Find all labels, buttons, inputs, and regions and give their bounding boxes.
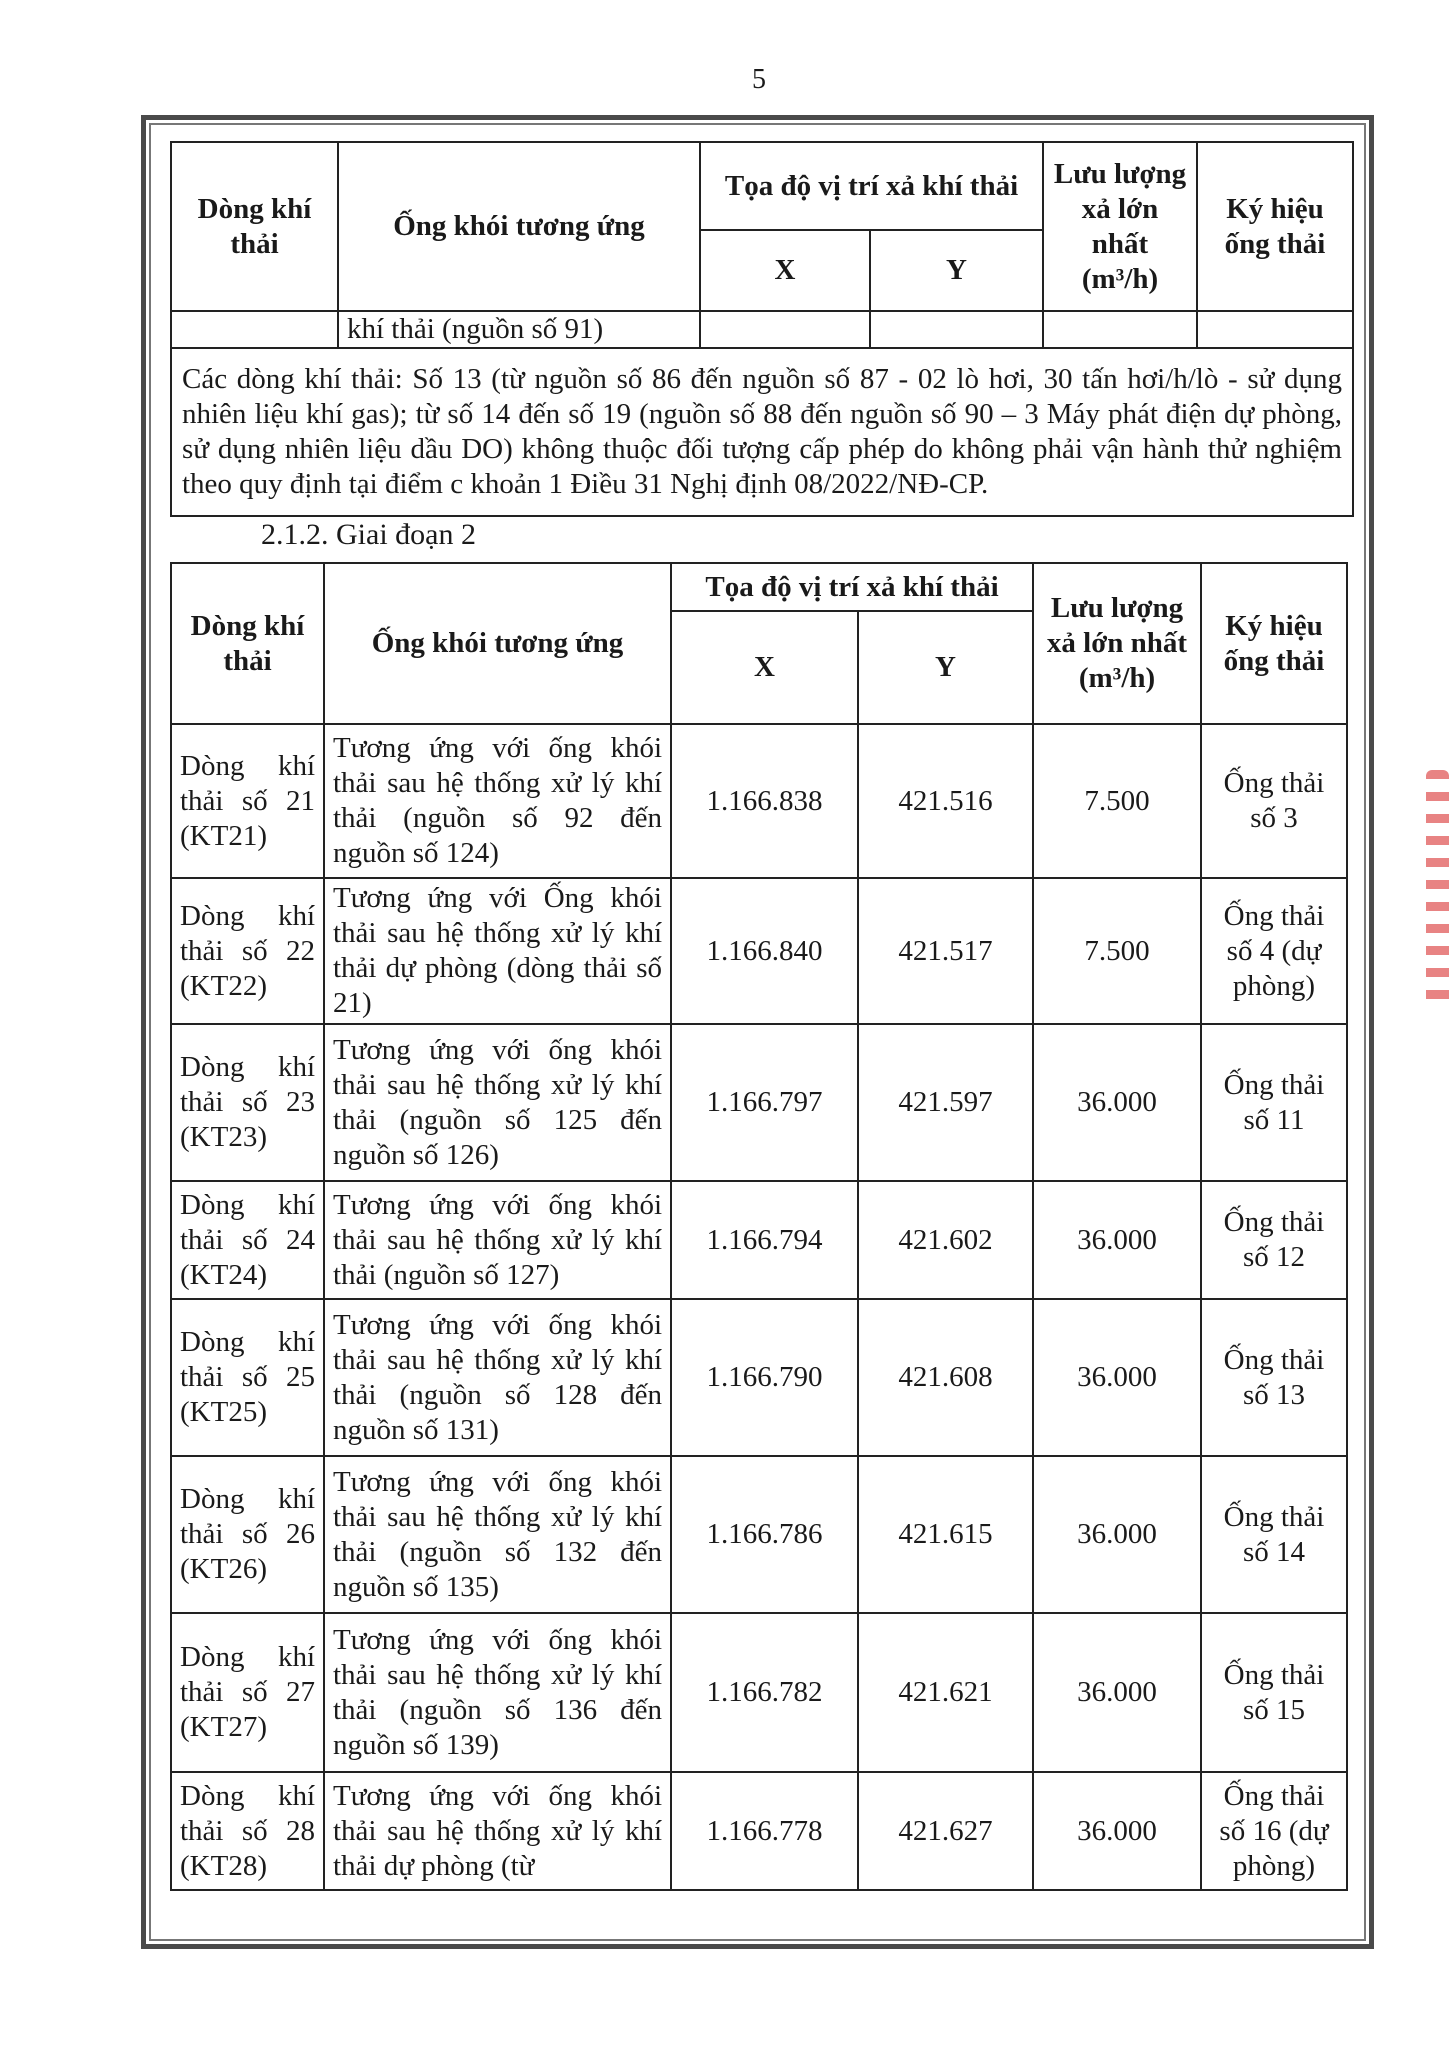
cell-y: 421.517 xyxy=(857,877,1034,1025)
header-x: X xyxy=(699,229,871,312)
cell-stream: Dòng khí thải số 27 (KT27) xyxy=(170,1612,325,1773)
cell-x: 1.166.838 xyxy=(670,723,859,879)
header-y: Y xyxy=(857,610,1034,725)
table-row: Dòng khí thải số 22 (KT22) Tương ứng với … xyxy=(170,877,1348,1025)
cell-symbol: Ống thải số 14 xyxy=(1200,1455,1348,1614)
table-row: Dòng khí thải số 26 (KT26) Tương ứng với … xyxy=(170,1455,1348,1614)
cell-stack: Tương ứng với ống khói thải sau hệ thống… xyxy=(323,1180,672,1300)
cell-y: 421.516 xyxy=(857,723,1034,879)
cell-stack: Tương ứng với ống khói thải sau hệ thống… xyxy=(323,1023,672,1182)
page-border xyxy=(141,115,1374,1949)
cell-symbol: Ống thải số 4 (dự phòng) xyxy=(1200,877,1348,1025)
cell-y: 421.627 xyxy=(857,1771,1034,1891)
table-row: Dòng khí thải số 27 (KT27) Tương ứng với … xyxy=(170,1612,1348,1773)
header-x: X xyxy=(670,610,859,725)
cell-flow: 36.000 xyxy=(1032,1771,1202,1891)
emission-table-phase2: Dòng khí thải Ống khói tương ứng Tọa độ … xyxy=(170,562,1348,1891)
header-flow: Lưu lượng xả lớn nhất (m³/h) xyxy=(1042,141,1198,312)
cell-stream: Dòng khí thải số 21 (KT21) xyxy=(170,723,325,879)
header-y: Y xyxy=(869,229,1044,312)
cell-x: 1.166.790 xyxy=(670,1298,859,1457)
cell-flow: 36.000 xyxy=(1032,1455,1202,1614)
red-stamp-edge xyxy=(1426,770,1449,1010)
note-paragraph: Các dòng khí thải: Số 13 (từ nguồn số 86… xyxy=(170,347,1354,517)
cell-stack: khí thải (nguồn số 91) xyxy=(337,310,701,349)
header-flow: Lưu lượng xả lớn nhất (m³/h) xyxy=(1032,562,1202,725)
cell-flow: 7.500 xyxy=(1032,877,1202,1025)
cell-symbol: Ống thải số 11 xyxy=(1200,1023,1348,1182)
table-row: Dòng khí thải số 25 (KT25) Tương ứng với … xyxy=(170,1298,1348,1457)
cell-y: 421.615 xyxy=(857,1455,1034,1614)
table-row: Dòng khí thải số 28 (KT28) Tương ứng với … xyxy=(170,1771,1348,1891)
header-stream: Dòng khí thải xyxy=(170,562,325,725)
cell-flow: 36.000 xyxy=(1032,1023,1202,1182)
cell-symbol: Ống thải số 13 xyxy=(1200,1298,1348,1457)
cell-x: 1.166.840 xyxy=(670,877,859,1025)
cell-stream: Dòng khí thải số 23 (KT23) xyxy=(170,1023,325,1182)
cell-stream: Dòng khí thải số 26 (KT26) xyxy=(170,1455,325,1614)
cell-flow: 36.000 xyxy=(1032,1298,1202,1457)
cell-stack: Tương ứng với ống khói thải sau hệ thống… xyxy=(323,1298,672,1457)
cell-x: 1.166.782 xyxy=(670,1612,859,1773)
cell-stack: Tương ứng với Ống khói thải sau hệ thống… xyxy=(323,877,672,1025)
cell-y: 421.602 xyxy=(857,1180,1034,1300)
table-row: Dòng khí thải số 24 (KT24) Tương ứng với … xyxy=(170,1180,1348,1300)
cell-symbol: Ống thải số 12 xyxy=(1200,1180,1348,1300)
cell-flow: 36.000 xyxy=(1032,1180,1202,1300)
cell-stack: Tương ứng với ống khói thải sau hệ thống… xyxy=(323,1612,672,1773)
cell-stream: Dòng khí thải số 28 (KT28) xyxy=(170,1771,325,1891)
header-symbol: Ký hiệu ống thải xyxy=(1200,562,1348,725)
cell-stack: Tương ứng với ống khói thải sau hệ thống… xyxy=(323,1455,672,1614)
table-row: Dòng khí thải số 21 (KT21) Tương ứng với … xyxy=(170,723,1348,879)
cell-y: 421.621 xyxy=(857,1612,1034,1773)
cell-symbol: Ống thải số 15 xyxy=(1200,1612,1348,1773)
header-coords: Tọa độ vị trí xả khí thải xyxy=(670,562,1034,612)
cell-symbol: Ống thải số 3 xyxy=(1200,723,1348,879)
header-symbol: Ký hiệu ống thải xyxy=(1196,141,1354,312)
emission-table-phase1-continuation: Dòng khí thải Ống khói tương ứng Tọa độ … xyxy=(170,141,1354,517)
cell-x: 1.166.797 xyxy=(670,1023,859,1182)
section-heading: 2.1.2. Giai đoạn 2 xyxy=(261,518,476,551)
cell-y: 421.608 xyxy=(857,1298,1034,1457)
cell-flow: 36.000 xyxy=(1032,1612,1202,1773)
header-stack: Ống khói tương ứng xyxy=(337,141,701,312)
cell-flow: 7.500 xyxy=(1032,723,1202,879)
header-stack: Ống khói tương ứng xyxy=(323,562,672,725)
cell-x: 1.166.786 xyxy=(670,1455,859,1614)
cell-stack: Tương ứng với ống khói thải sau hệ thống… xyxy=(323,723,672,879)
cell-stream: Dòng khí thải số 25 (KT25) xyxy=(170,1298,325,1457)
cell-stack: Tương ứng với ống khói thải sau hệ thống… xyxy=(323,1771,672,1891)
cell-stream: Dòng khí thải số 22 (KT22) xyxy=(170,877,325,1025)
cell-x: 1.166.794 xyxy=(670,1180,859,1300)
cell-stream: Dòng khí thải số 24 (KT24) xyxy=(170,1180,325,1300)
cell-symbol: Ống thải số 16 (dự phòng) xyxy=(1200,1771,1348,1891)
table-row: khí thải (nguồn số 91) xyxy=(170,310,1354,349)
table-row: Dòng khí thải số 23 (KT23) Tương ứng với … xyxy=(170,1023,1348,1182)
cell-y: 421.597 xyxy=(857,1023,1034,1182)
cell-x: 1.166.778 xyxy=(670,1771,859,1891)
page-number: 5 xyxy=(752,64,766,95)
header-stream: Dòng khí thải xyxy=(170,141,339,312)
header-coords: Tọa độ vị trí xả khí thải xyxy=(699,141,1044,231)
